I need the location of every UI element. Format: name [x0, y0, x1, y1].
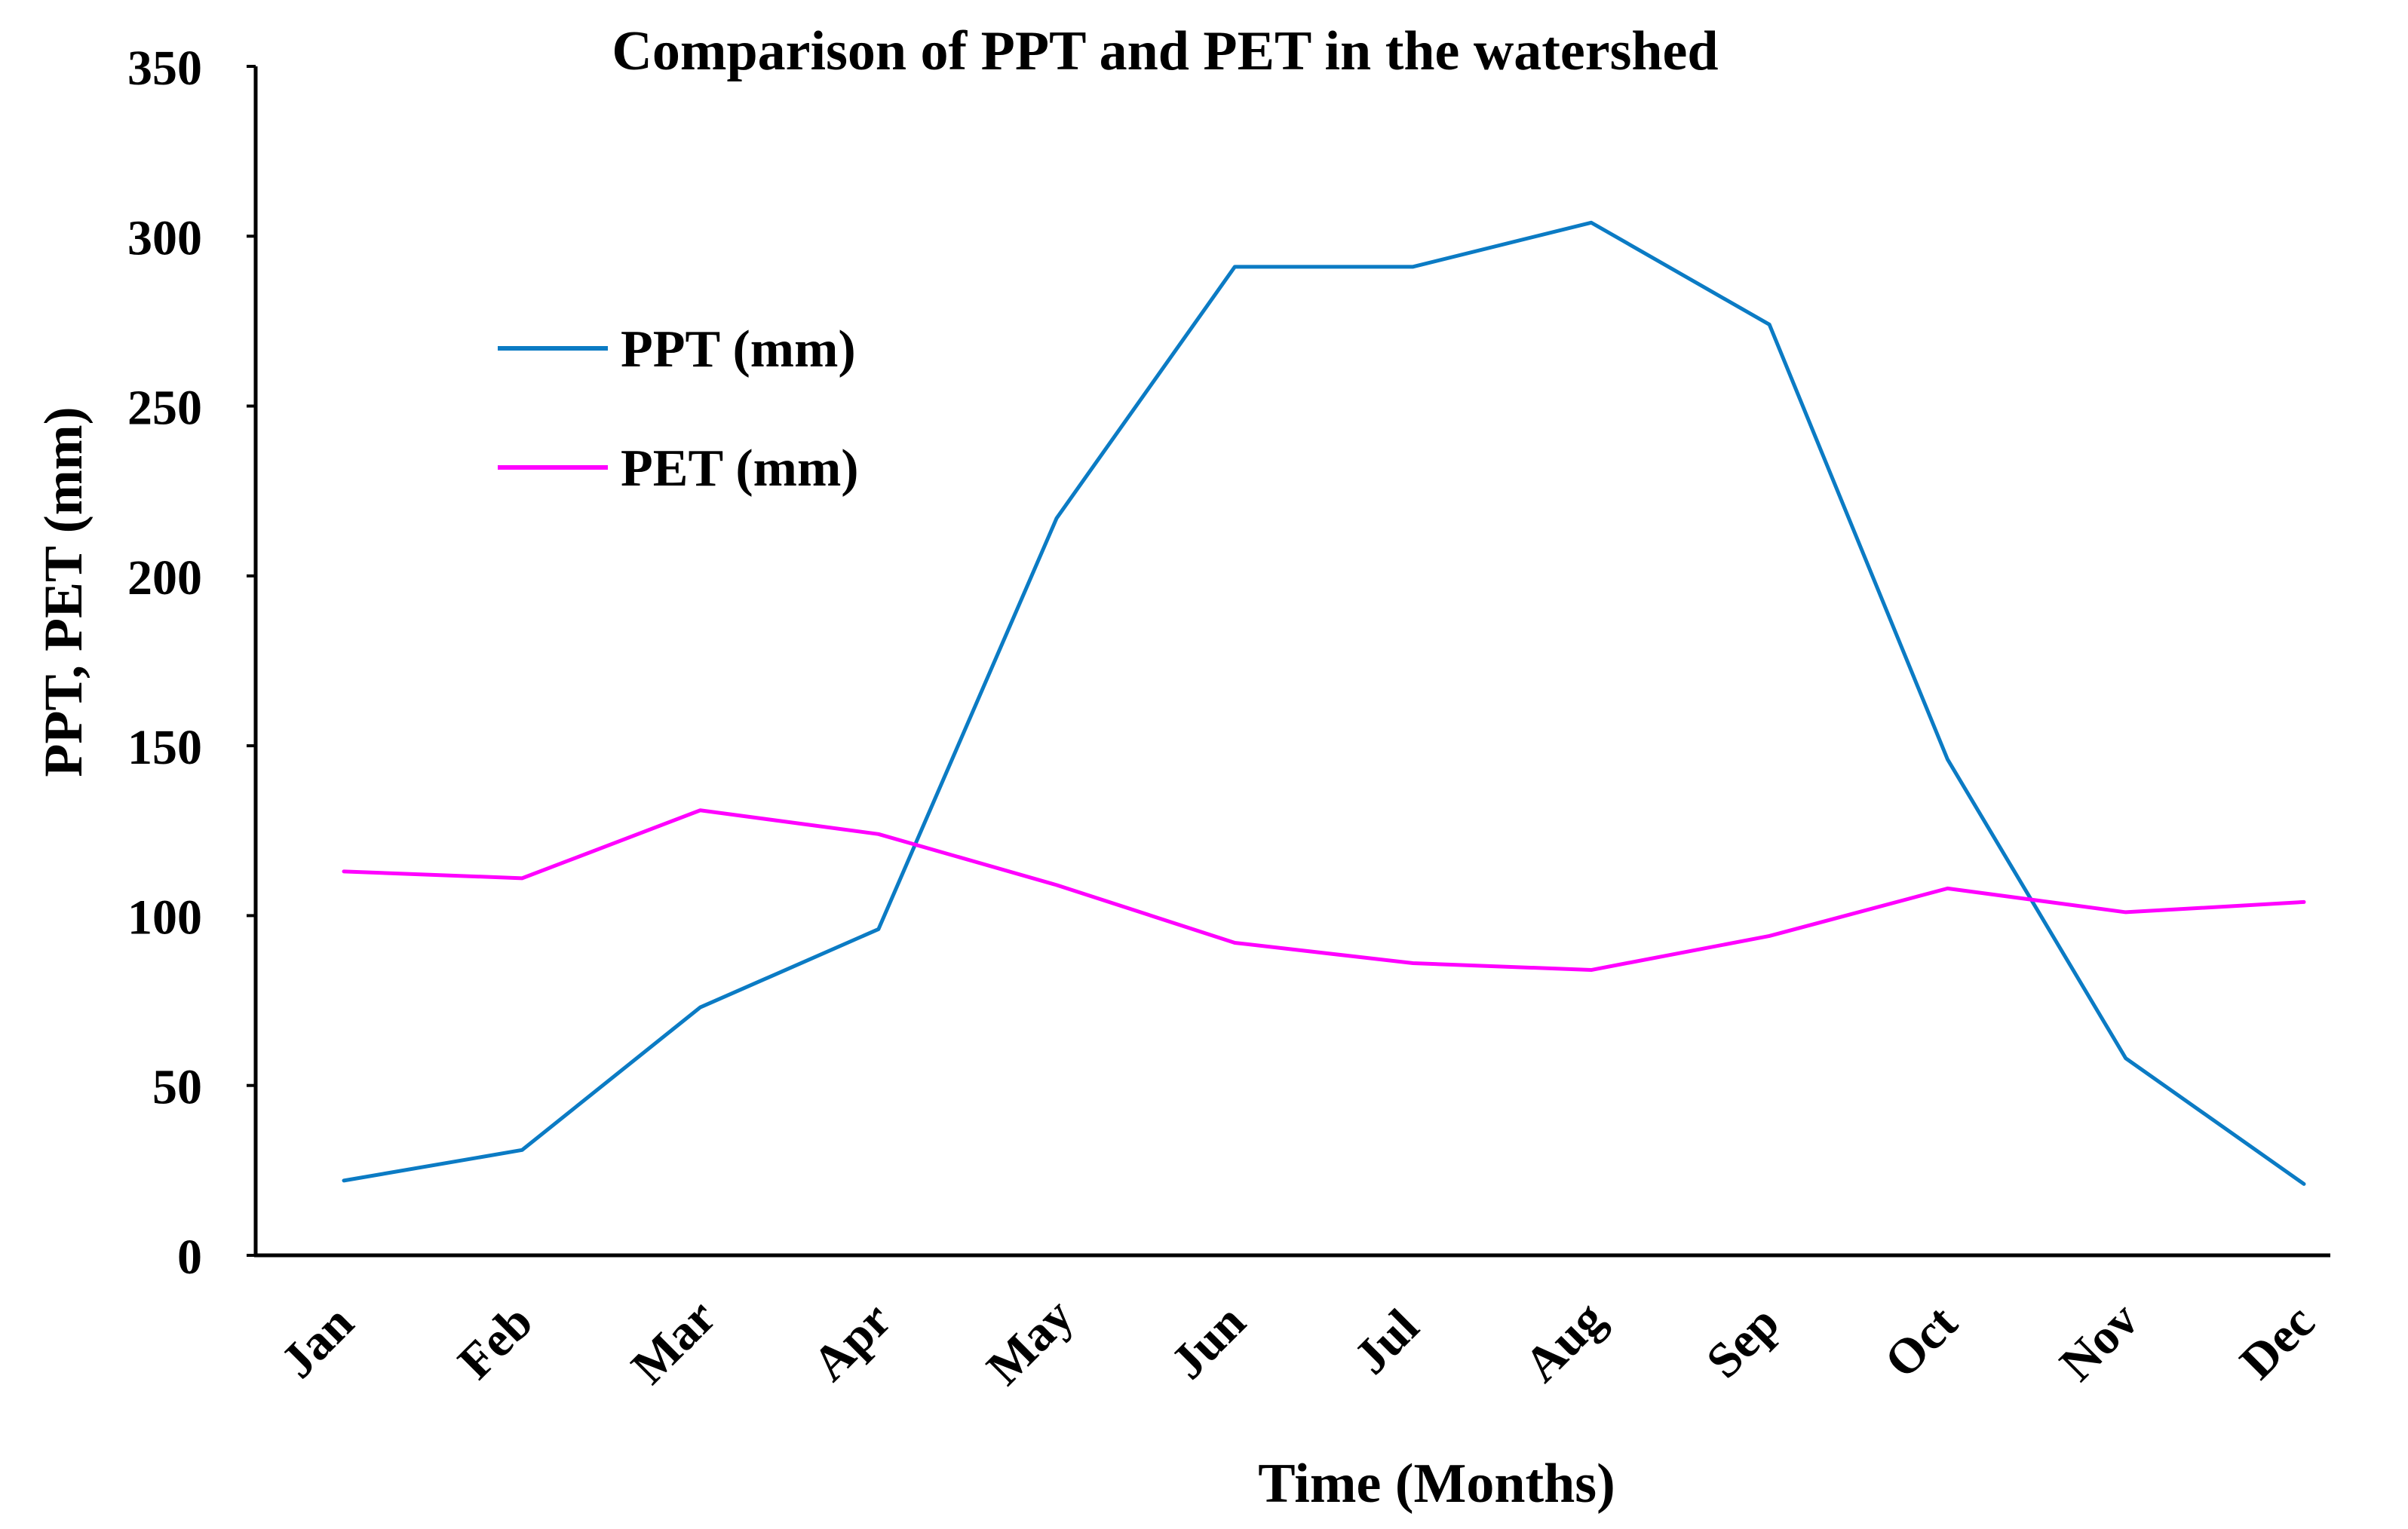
x-tick-label: Feb: [448, 1294, 544, 1390]
series-layer: [342, 220, 2306, 1186]
chart-title: Comparison of PPT and PET in the watersh…: [612, 20, 1718, 82]
x-tick-label: Jul: [1343, 1299, 1429, 1385]
legend: PPT (mm) PET (mm): [498, 320, 859, 498]
y-tick-label: 350: [127, 41, 202, 96]
x-tick-label: Sep: [1696, 1295, 1790, 1389]
x-tick-label: Apr: [802, 1292, 902, 1392]
x-tick-label: Jun: [1161, 1294, 1256, 1390]
y-tick-label: 300: [127, 210, 202, 265]
x-tick-label: Aug: [1514, 1291, 1615, 1393]
x-tick-label: Mar: [621, 1289, 726, 1395]
y-tick-label: 250: [127, 381, 202, 436]
y-tick-label: 50: [152, 1060, 202, 1115]
x-tick-label: Dec: [2229, 1294, 2325, 1390]
series-line: [342, 808, 2306, 973]
y-tick-label: 150: [127, 720, 202, 775]
legend-label: PPT (mm): [621, 320, 856, 378]
series-line: [342, 220, 2306, 1186]
x-tick-label: Jan: [271, 1295, 364, 1389]
y-tick-label: 200: [127, 550, 202, 605]
x-tick-label: Nov: [2050, 1292, 2149, 1392]
y-tick-label: 0: [177, 1230, 202, 1285]
x-axis-ticks: Jan Feb Mar Apr May Jun Jul Aug Sep Oct Nov Dec: [271, 1288, 2326, 1396]
y-axis-ticks: 0 50 100 150 200 250 300 350: [127, 41, 256, 1285]
y-tick-label: 100: [127, 890, 202, 945]
x-tick-label: Oct: [1874, 1295, 1968, 1389]
y-axis-label: PPT, PET (mm): [33, 406, 94, 777]
x-tick-label: May: [977, 1288, 1084, 1396]
legend-label: PET (mm): [621, 440, 859, 498]
x-axis-label: Time (Months): [1258, 1453, 1615, 1515]
